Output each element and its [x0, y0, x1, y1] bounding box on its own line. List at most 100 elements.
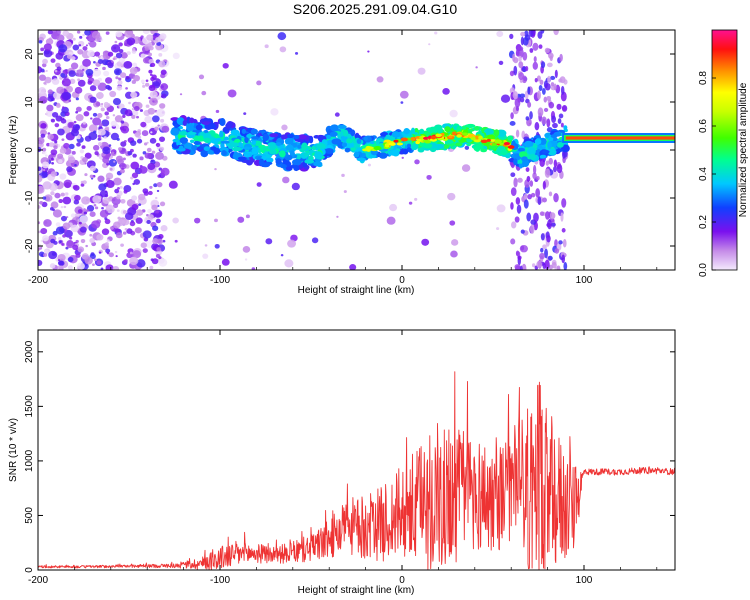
- noise-blob: [148, 190, 153, 196]
- noise-blob: [125, 75, 130, 80]
- noise-blob: [66, 240, 75, 249]
- noise-blob: [118, 103, 125, 110]
- noise-blob: [160, 225, 168, 232]
- ridge-blob: [179, 137, 189, 144]
- noise-blob: [77, 79, 86, 87]
- noise-blob: [563, 261, 568, 270]
- noise-blob: [42, 58, 48, 65]
- noise-blob: [43, 219, 52, 227]
- noise-blob: [150, 131, 153, 134]
- colorbar-tick-label: 0.4: [698, 167, 709, 181]
- noise-blob: [408, 201, 413, 205]
- noise-blob: [131, 172, 139, 179]
- noise-blob: [518, 72, 525, 80]
- noise-blob: [59, 173, 67, 180]
- ridge-hotspot: [452, 131, 457, 136]
- noise-blob: [111, 44, 121, 53]
- noise-blob: [72, 37, 76, 41]
- snr-series-line: [38, 371, 675, 570]
- noise-blob: [92, 195, 102, 204]
- noise-blob: [131, 195, 138, 201]
- noise-blob: [542, 244, 547, 250]
- noise-blob: [558, 240, 563, 245]
- noise-blob: [158, 167, 163, 171]
- noise-blob: [106, 252, 110, 255]
- noise-blob: [149, 185, 153, 189]
- noise-blob: [89, 165, 96, 172]
- noise-blob: [77, 78, 81, 82]
- steady-band-core: [565, 136, 675, 140]
- ridge-blob: [201, 121, 212, 125]
- noise-blob: [517, 177, 523, 183]
- noise-blob: [66, 54, 73, 59]
- noise-blob: [101, 206, 104, 210]
- chart-title: S206.2025.291.09.04.G10: [292, 1, 458, 17]
- noise-blob: [160, 95, 164, 98]
- noise-blob: [48, 250, 58, 260]
- noise-blob: [49, 263, 56, 269]
- noise-blob: [42, 147, 47, 152]
- noise-blob: [117, 186, 120, 190]
- ridge-hotspot: [494, 139, 502, 144]
- noise-blob: [110, 132, 119, 141]
- noise-blob: [515, 197, 521, 205]
- noise-blob: [131, 114, 136, 119]
- noise-blob: [461, 164, 471, 172]
- noise-blob: [560, 212, 564, 222]
- noise-blob: [519, 93, 526, 98]
- noise-blob: [89, 174, 94, 179]
- ridge-blob: [356, 157, 367, 162]
- noise-blob: [126, 228, 133, 234]
- noise-blob: [280, 253, 284, 257]
- noise-blob: [82, 121, 86, 125]
- noise-blob: [96, 260, 102, 265]
- noise-blob: [63, 142, 70, 149]
- noise-blob: [129, 251, 133, 255]
- noise-blob: [123, 60, 133, 69]
- noise-blob: [98, 128, 106, 136]
- noise-blob: [102, 157, 110, 164]
- noise-blob: [159, 146, 165, 152]
- noise-blob: [141, 130, 149, 137]
- noise-blob: [84, 152, 92, 159]
- noise-blob: [520, 229, 525, 234]
- noise-blob: [129, 156, 132, 159]
- noise-blob: [132, 62, 138, 68]
- noise-blob: [139, 109, 143, 112]
- noise-blob: [98, 183, 107, 191]
- noise-blob: [132, 153, 137, 158]
- ridge-blob: [176, 117, 185, 126]
- noise-blob: [48, 142, 55, 148]
- noise-blob: [525, 167, 530, 172]
- noise-blob: [198, 74, 205, 80]
- ridge-blob: [330, 124, 339, 132]
- ridge-blob: [511, 140, 516, 146]
- noise-blob: [130, 176, 134, 180]
- ridge-blob: [220, 140, 230, 144]
- noise-blob: [42, 150, 47, 155]
- ridge-blob: [197, 146, 203, 151]
- ridge-blob: [221, 149, 227, 156]
- noise-blob: [282, 176, 290, 184]
- noise-blob: [144, 152, 152, 159]
- noise-blob: [134, 132, 140, 138]
- noise-blob: [92, 117, 102, 126]
- noise-blob: [148, 58, 154, 64]
- noise-blob: [522, 51, 528, 61]
- ridge-blob: [225, 122, 232, 129]
- noise-blob: [79, 226, 87, 233]
- noise-blob: [513, 65, 518, 76]
- noise-blob: [401, 156, 404, 159]
- noise-blob: [149, 73, 153, 77]
- noise-blob: [47, 89, 53, 95]
- ridge-blob: [237, 141, 244, 148]
- ridge-blob: [262, 146, 268, 152]
- colorbar-label: Normalized spectral amplitude: [738, 82, 749, 217]
- ridge-blob: [231, 146, 242, 152]
- ridge-blob: [392, 149, 400, 157]
- noise-blob: [136, 209, 144, 216]
- noise-blob: [51, 30, 61, 37]
- noise-blob: [50, 58, 56, 63]
- noise-blob: [103, 101, 109, 107]
- noise-blob: [143, 142, 148, 146]
